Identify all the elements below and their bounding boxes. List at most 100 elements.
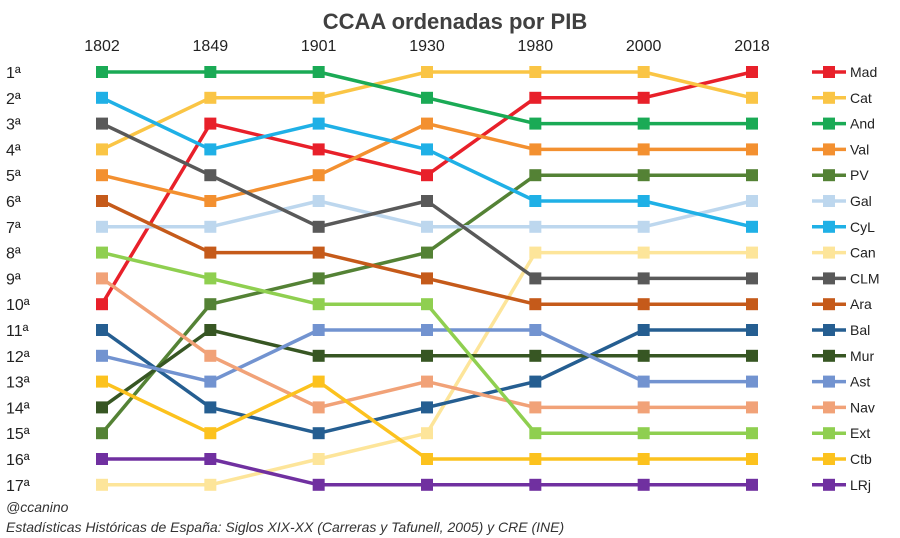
series-marker-can (204, 478, 217, 491)
x-tick-label: 1802 (84, 38, 120, 55)
series-marker-can (96, 478, 108, 491)
series-marker-mur (312, 349, 325, 362)
series-marker-ara (746, 298, 758, 311)
series-marker-bal (312, 427, 325, 440)
y-tick-label: 12ª (6, 349, 30, 366)
series-marker-ast (204, 375, 217, 388)
legend-item-ctb[interactable]: Ctb (812, 451, 872, 467)
series-marker-clm (637, 272, 650, 285)
series-marker-ast (746, 375, 758, 388)
series-marker-cat (204, 91, 217, 104)
series-marker-mad (637, 91, 650, 104)
series-marker-cat (637, 66, 650, 78)
x-tick-label: 1849 (193, 38, 229, 55)
series-marker-bal (529, 375, 542, 388)
series-marker-cat (421, 66, 433, 78)
y-tick-label: 2ª (6, 91, 21, 108)
series-marker-mur (96, 401, 108, 414)
legend-item-ext[interactable]: Ext (812, 425, 870, 441)
series-marker-ctb (312, 375, 325, 388)
legend-label: Gal (850, 193, 872, 209)
series-marker-lrj (421, 478, 433, 491)
series-marker-ctb (746, 453, 758, 465)
legend-item-cat[interactable]: Cat (812, 90, 872, 106)
legend-item-pv[interactable]: PV (812, 167, 869, 183)
chart-title: CCAA ordenadas por PIB (323, 9, 587, 34)
series-marker-lrj (529, 478, 542, 491)
legend-item-can[interactable]: Can (812, 245, 876, 261)
series-marker-lrj (204, 453, 217, 465)
series-marker-ast (637, 375, 650, 388)
legend-label: Mur (850, 348, 874, 364)
x-tick-label: 1901 (301, 38, 337, 55)
series-line-mur (100, 328, 752, 409)
legend-swatch-marker (823, 195, 835, 207)
legend-label: Can (850, 245, 876, 261)
legend-item-and[interactable]: And (812, 116, 875, 132)
series-marker-val (746, 143, 758, 156)
series-marker-pv (312, 272, 325, 285)
series-marker-ara (204, 246, 217, 259)
legend-item-ara[interactable]: Ara (812, 296, 872, 312)
series-marker-and (529, 117, 542, 130)
legend-swatch-marker (823, 117, 835, 130)
series-marker-ara (529, 298, 542, 311)
legend-item-nav[interactable]: Nav (812, 399, 875, 415)
legend: Mad Cat And Val PV Gal CyL Can CLM Ara Bal Mur Ast Na… (812, 64, 880, 493)
legend-item-cyl[interactable]: CyL (812, 219, 875, 235)
y-tick-label: 9ª (6, 271, 21, 288)
series-markers (96, 66, 758, 491)
x-tick-label: 1980 (518, 38, 554, 55)
series-marker-ext (96, 246, 108, 259)
legend-swatch-marker (823, 324, 835, 336)
series-marker-bal (637, 324, 650, 336)
series-marker-gal (529, 220, 542, 233)
y-tick-label: 10ª (6, 297, 30, 314)
series-marker-bal (746, 324, 758, 336)
series-marker-cyl (96, 91, 108, 104)
series-marker-ara (312, 246, 325, 259)
legend-swatch-marker (823, 401, 835, 414)
series-marker-ara (637, 298, 650, 311)
legend-item-val[interactable]: Val (812, 141, 869, 157)
series-marker-lrj (312, 478, 325, 491)
series-marker-mad (746, 66, 758, 78)
x-tick-label: 2000 (626, 38, 662, 55)
series-marker-pv (637, 169, 650, 182)
series-marker-mad (312, 143, 325, 156)
legend-label: Mad (850, 64, 877, 80)
legend-swatch-marker (823, 349, 835, 362)
legend-item-bal[interactable]: Bal (812, 322, 870, 338)
legend-item-gal[interactable]: Gal (812, 193, 872, 209)
legend-swatch-marker (823, 453, 835, 465)
y-tick-label: 8ª (6, 246, 21, 263)
legend-item-mur[interactable]: Mur (812, 348, 874, 364)
series-marker-lrj (746, 478, 758, 491)
series-marker-cat (312, 91, 325, 104)
series-marker-gal (746, 195, 758, 207)
series-marker-nav (204, 349, 217, 362)
series-marker-val (96, 169, 108, 182)
legend-item-ast[interactable]: Ast (812, 374, 870, 390)
series-marker-val (637, 143, 650, 156)
series-marker-mur (746, 349, 758, 362)
legend-item-clm[interactable]: CLM (812, 270, 880, 286)
y-tick-label: 3ª (6, 117, 21, 134)
legend-label: Nav (850, 399, 875, 415)
series-marker-cat (529, 66, 542, 78)
legend-label: And (850, 116, 875, 132)
legend-label: PV (850, 167, 869, 183)
legend-item-mad[interactable]: Mad (812, 64, 877, 80)
series-marker-can (746, 246, 758, 259)
series-marker-val (204, 195, 217, 207)
x-axis-ticks: 1802 1849 1901 1930 1980 2000 2018 (84, 38, 770, 55)
series-marker-nav (746, 401, 758, 414)
y-tick-label: 11ª (6, 323, 29, 340)
series-marker-ast (529, 324, 542, 336)
series-marker-cyl (312, 117, 325, 130)
legend-swatch-marker (823, 220, 835, 233)
legend-item-lrj[interactable]: LRj (812, 477, 871, 493)
series-marker-ara (96, 195, 108, 207)
y-tick-label: 1ª (6, 65, 21, 82)
